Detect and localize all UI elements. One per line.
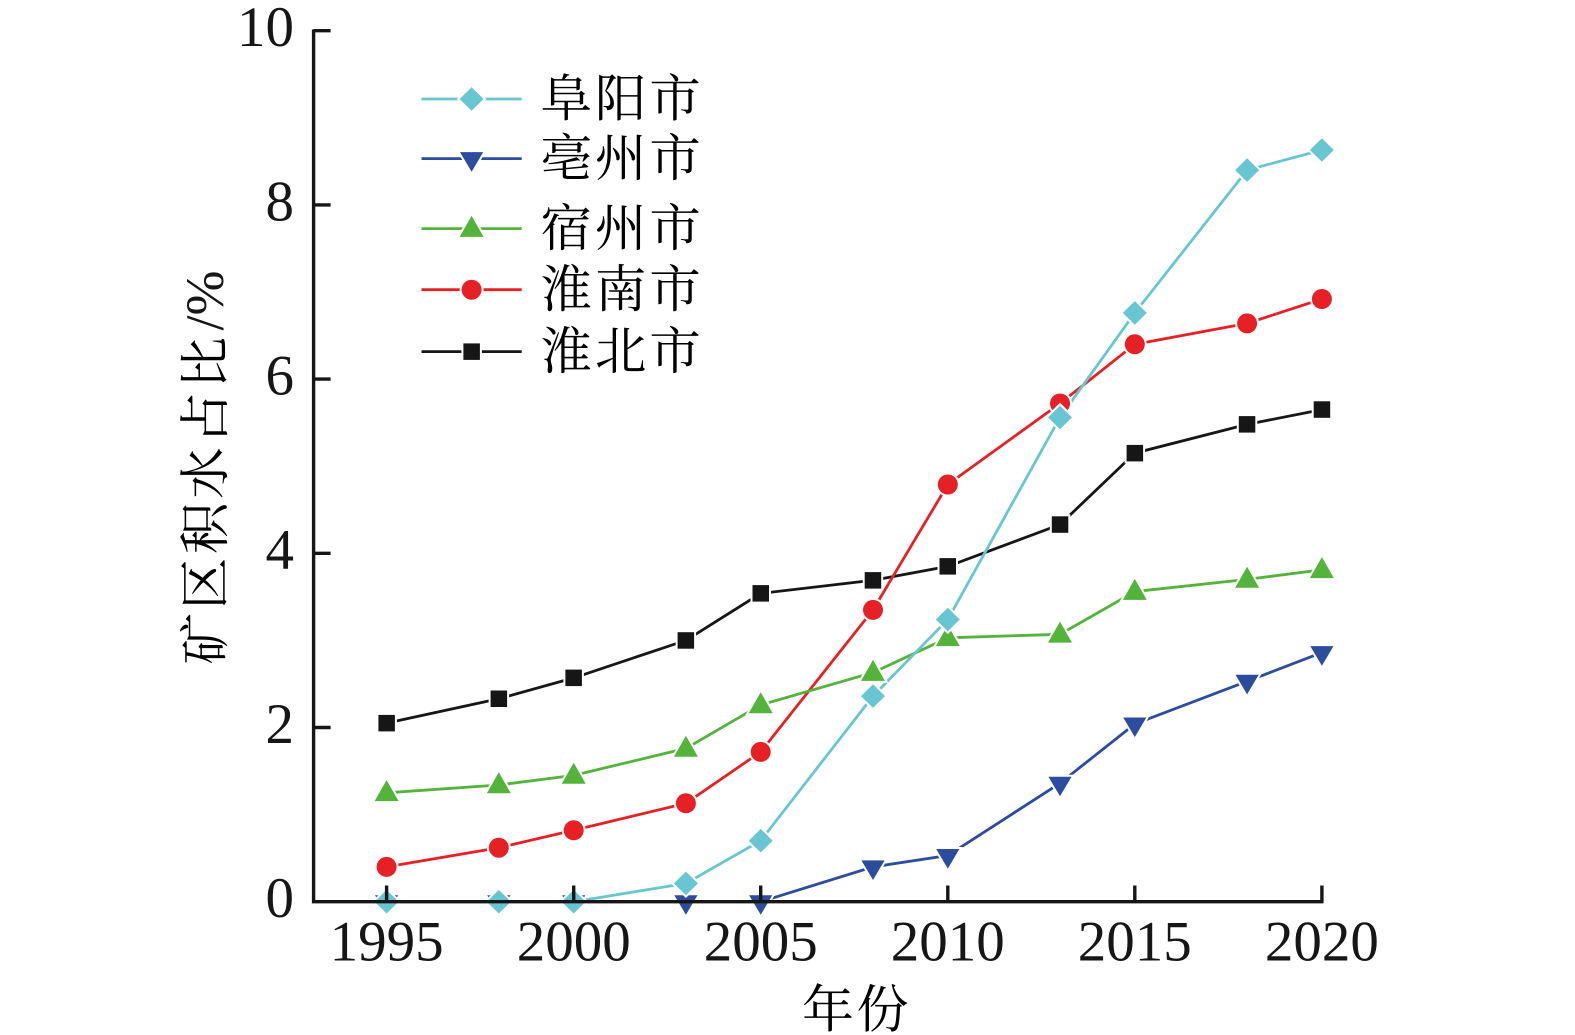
svg-text:2: 2: [266, 693, 295, 756]
svg-text:4: 4: [266, 519, 295, 582]
svg-text:0: 0: [266, 867, 295, 930]
svg-text:2020: 2020: [1265, 911, 1379, 974]
svg-text:6: 6: [266, 345, 295, 408]
svg-text:2000: 2000: [517, 911, 631, 974]
svg-text:8: 8: [266, 170, 295, 233]
svg-text:2005: 2005: [704, 911, 818, 974]
svg-text:/%: /%: [175, 271, 235, 331]
svg-text:2010: 2010: [891, 911, 1005, 974]
svg-text:2015: 2015: [1078, 911, 1192, 974]
svg-text:1995: 1995: [330, 911, 444, 974]
svg-text:10: 10: [237, 0, 294, 59]
